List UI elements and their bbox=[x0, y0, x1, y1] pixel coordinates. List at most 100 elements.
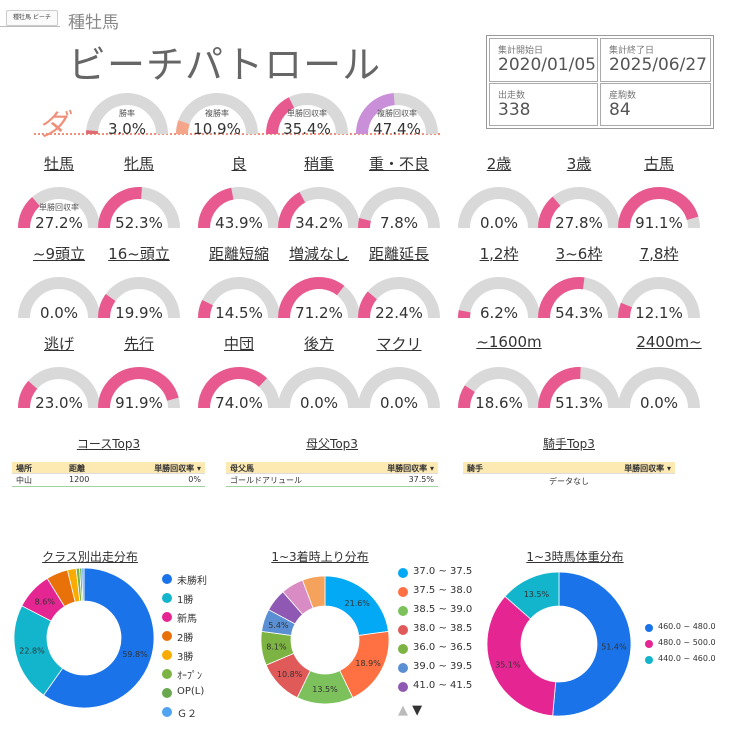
end-date-value: 2025/06/27 bbox=[609, 55, 707, 75]
gauge-track bbox=[86, 93, 168, 135]
gauge-caption: 複勝率 bbox=[205, 109, 229, 118]
gauge: 0.0% bbox=[614, 362, 704, 412]
legend-label: 1勝 bbox=[177, 595, 194, 606]
legend-label: 未勝利 bbox=[177, 576, 207, 587]
gauge-value: 54.3% bbox=[555, 304, 603, 322]
gauge-fill bbox=[538, 367, 581, 409]
gauge-value: 6.2% bbox=[479, 304, 519, 322]
gauge: 19.9% bbox=[94, 272, 184, 322]
cell-venue: 中山 bbox=[16, 476, 32, 485]
category-header[interactable]: 先行 bbox=[123, 335, 154, 353]
donut-slice[interactable] bbox=[504, 571, 560, 620]
col-header-jockey[interactable]: 騎手 bbox=[467, 464, 483, 473]
col-header-win-return[interactable]: 単勝回収率 ▾ bbox=[154, 464, 201, 473]
tab-chip[interactable]: 種牡馬 ビーチ bbox=[6, 10, 58, 26]
category-header[interactable]: 2歳 bbox=[486, 155, 512, 173]
category-header[interactable]: ~1600m bbox=[476, 333, 542, 351]
gauge-value: 0.0% bbox=[299, 394, 339, 412]
legend-swatch bbox=[398, 606, 408, 616]
slice-label: 22.8% bbox=[19, 647, 45, 656]
horse-name: ビーチパトロール bbox=[68, 43, 382, 87]
category-header[interactable]: 良 bbox=[231, 155, 247, 173]
gauge: 6.2% bbox=[454, 272, 544, 322]
col-header-distance[interactable]: 距離 bbox=[69, 464, 85, 473]
dam-sire-table: 母父馬 単勝回収率 ▾ ゴールドアリュール 37.5% bbox=[226, 462, 438, 487]
category-header[interactable]: ~9頭立 bbox=[32, 245, 86, 263]
category-header[interactable]: 1,2枠 bbox=[479, 245, 519, 263]
donut-slice[interactable] bbox=[552, 571, 632, 717]
gauge-fill bbox=[358, 218, 371, 229]
legend-swatch bbox=[162, 593, 172, 603]
category-header[interactable]: 古馬 bbox=[643, 155, 674, 173]
category-header[interactable]: マクリ bbox=[376, 335, 422, 353]
gauge: 27.8% bbox=[534, 182, 624, 232]
gauge-value: 12.1% bbox=[635, 304, 683, 322]
gauge-fill bbox=[278, 277, 345, 319]
category-header[interactable]: 増減なし bbox=[288, 245, 349, 263]
col-header-dam-sire[interactable]: 母父馬 bbox=[230, 464, 254, 473]
gauge: 単勝回収率 27.2% bbox=[14, 182, 104, 232]
start-date-value: 2020/01/05 bbox=[498, 55, 596, 75]
category-header[interactable]: 距離延長 bbox=[368, 245, 429, 263]
legend-label: 2勝 bbox=[177, 633, 194, 644]
gauge-value: 27.2% bbox=[35, 214, 83, 232]
gauge: 54.3% bbox=[534, 272, 624, 322]
chart-title-class: クラス別出走分布 bbox=[42, 550, 138, 564]
slice-label: 13.5% bbox=[524, 590, 550, 599]
donut-slice[interactable] bbox=[43, 567, 155, 709]
legend-swatch bbox=[162, 631, 172, 641]
gauge-track bbox=[358, 367, 440, 409]
category-header[interactable]: 牝馬 bbox=[123, 155, 154, 173]
gauge-fill bbox=[98, 187, 142, 229]
legend-swatch bbox=[645, 624, 653, 632]
dotted-divider bbox=[34, 133, 440, 135]
gauge-value: 0.0% bbox=[39, 304, 79, 322]
legend-label: ｵｰﾌﾟﾝ bbox=[177, 671, 202, 682]
gauge: 22.4% bbox=[354, 272, 444, 322]
col-header-win-return[interactable]: 単勝回収率 ▾ bbox=[624, 464, 671, 473]
legend-label: Ｇ２ bbox=[177, 709, 197, 720]
gauge: 71.2% bbox=[274, 272, 364, 322]
start-date-card: 集計開始日 2020/01/05 bbox=[489, 38, 598, 82]
slice-label: 10.8% bbox=[277, 670, 303, 679]
donut-slice[interactable] bbox=[81, 567, 85, 602]
category-header[interactable]: 3~6枠 bbox=[555, 245, 603, 263]
gauge: 0.0% bbox=[14, 272, 104, 322]
gauge-value: 0.0% bbox=[639, 394, 679, 412]
runs-card: 出走数 338 bbox=[489, 83, 598, 126]
category-header[interactable]: 中団 bbox=[223, 335, 254, 353]
gauge-value: 0.0% bbox=[479, 214, 519, 232]
slice-label: 59.8% bbox=[122, 650, 148, 659]
col-header-venue[interactable]: 場所 bbox=[16, 464, 32, 473]
category-header[interactable]: 稍重 bbox=[303, 155, 334, 173]
col-header-win-return[interactable]: 単勝回収率 ▾ bbox=[387, 464, 434, 473]
category-header[interactable]: 16~頭立 bbox=[108, 245, 170, 263]
foals-label: 産駒数 bbox=[609, 91, 637, 101]
gauge-track bbox=[176, 93, 258, 135]
donut-slice[interactable] bbox=[301, 575, 326, 609]
gauge-value: 22.4% bbox=[375, 304, 423, 322]
gauge-fill bbox=[176, 120, 190, 135]
legend-swatch bbox=[162, 707, 172, 717]
category-header[interactable]: 後方 bbox=[303, 335, 334, 353]
category-header[interactable]: 7,8枠 bbox=[639, 245, 679, 263]
category-header[interactable]: 逃げ bbox=[43, 335, 74, 353]
gauge-value: 34.2% bbox=[295, 214, 343, 232]
category-header[interactable]: 牡馬 bbox=[43, 155, 74, 173]
category-header[interactable]: 距離短縮 bbox=[208, 245, 269, 263]
category-header[interactable]: 2400m~ bbox=[636, 333, 702, 351]
legend-swatch bbox=[162, 650, 172, 660]
category-header[interactable]: 3歳 bbox=[566, 155, 592, 173]
category-header[interactable]: 重・不良 bbox=[368, 155, 429, 173]
gauge-fill bbox=[358, 291, 378, 319]
legend-label: 38.5 ~ 39.0 bbox=[413, 604, 473, 615]
gauge-fill bbox=[266, 97, 295, 135]
foals-card: 産駒数 84 bbox=[600, 83, 711, 126]
legend-swatch bbox=[398, 568, 408, 578]
gauge-caption: 複勝回収率 bbox=[377, 109, 417, 118]
pager-up-icon[interactable]: ▲ bbox=[398, 703, 408, 718]
donut-slice[interactable] bbox=[486, 595, 557, 717]
legend-label: 460.0 ~ 480.0 bbox=[658, 622, 716, 631]
pager-down-icon[interactable]: ▼ bbox=[412, 703, 423, 718]
